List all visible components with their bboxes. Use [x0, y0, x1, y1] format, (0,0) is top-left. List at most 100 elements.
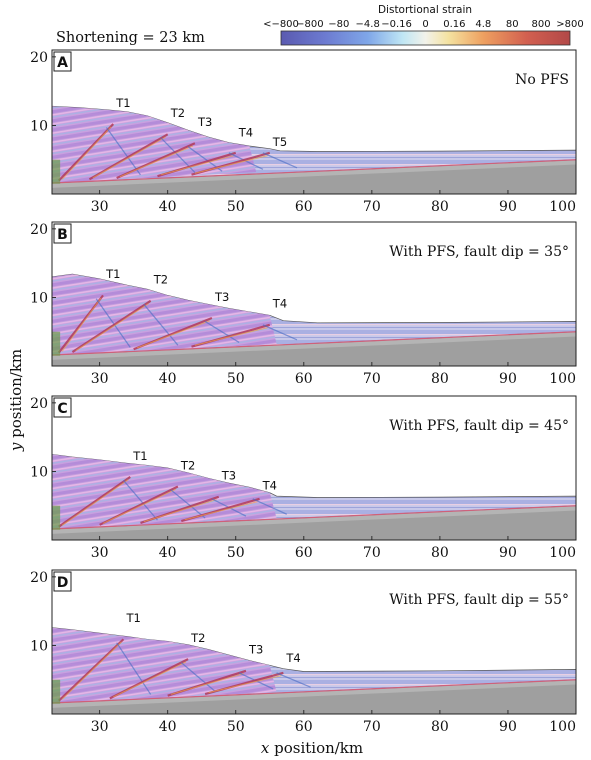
y-tick-label: 20 [30, 50, 48, 66]
x-tick-label: 60 [295, 545, 313, 561]
thrust-damage-t1 [61, 479, 129, 526]
panel-letter-box [53, 397, 72, 418]
x-tick-label: 60 [295, 371, 313, 387]
y-tick-label: 10 [30, 638, 48, 654]
colorbar-tick-3: −4.8 [356, 19, 380, 30]
y-axis-label: y position/km [7, 349, 25, 452]
panel-letter: B [57, 227, 68, 243]
basement-lower [52, 510, 576, 540]
thrust-fault-t1 [58, 476, 131, 528]
thrust-damage-t3 [170, 673, 245, 695]
thrust-fault-t1 [58, 638, 125, 702]
colorbar: Distortional strain <−800−800 −80 −4.8 −0.1… [263, 4, 584, 46]
thrust-label-t1: T1 [105, 267, 120, 281]
backthrust-t1 [122, 479, 158, 521]
thrust-label-t4: T4 [238, 125, 253, 139]
thrust-label-t1: T1 [115, 96, 130, 110]
thrust-label-t2: T2 [153, 273, 168, 287]
panel-letter-box [53, 571, 72, 592]
thrust-damage-t4 [194, 327, 268, 346]
thrust-label-t2: T2 [170, 106, 185, 120]
x-tick-label: 50 [227, 371, 245, 387]
thrust-label-t4: T4 [262, 478, 277, 492]
panel-letter-box [53, 51, 72, 72]
thrust-damage-t2 [75, 303, 149, 352]
backthrust-t4 [252, 498, 288, 515]
panel-d: D With PFS, fault dip = 55° T1 T2 T3 T4 30 40 50… [30, 569, 577, 735]
colorbar-tick-8: 80 [506, 19, 519, 30]
x-axis-label: x position/km [261, 739, 363, 757]
backthrust-t1 [105, 127, 141, 176]
colorbar-tick-9: 800 [532, 19, 551, 30]
backstop-zone [52, 159, 61, 184]
panel-a: A No PFS T1 T2 T3 T4 T5 30 40 50 60 70 80 90 100 10 20 [30, 49, 577, 215]
y-tick-label: 20 [30, 396, 48, 412]
panel-condition: With PFS, fault dip = 55° [389, 592, 569, 608]
y-tick-label: 10 [30, 290, 48, 306]
x-tick-label: 40 [159, 199, 177, 215]
x-tick-label: 90 [499, 719, 517, 735]
x-tick-label: 40 [159, 371, 177, 387]
panels: A No PFS T1 T2 T3 T4 T5 30 40 50 60 70 80 90 100 10 20 B W… [30, 49, 577, 735]
x-tick-label: 30 [91, 371, 109, 387]
y-tick-label: 20 [30, 222, 48, 238]
x-tick-label: 70 [363, 719, 381, 735]
x-tick-label: 70 [363, 199, 381, 215]
backstop-zone [52, 505, 61, 530]
panel-frame [51, 569, 577, 715]
backthrust-t3 [204, 320, 240, 343]
thrust-label-t2: T2 [180, 458, 195, 472]
thrust-label-t3: T3 [248, 643, 263, 657]
thrust-label-t3: T3 [221, 469, 236, 483]
panel-frame [51, 49, 577, 195]
thrust-label-t3: T3 [214, 290, 229, 304]
panel-letter: C [57, 401, 67, 417]
thrust-label-t2: T2 [190, 631, 205, 645]
shortening-label: Shortening = 23 km [56, 30, 205, 46]
colorbar-tick-labels: <−800−800 −80 −4.8 −0.16 0 0.16 4.8 80 800 >800 [263, 19, 584, 30]
colorbar-tick-6: 0.16 [443, 19, 465, 30]
y-tick-label: 20 [30, 570, 48, 586]
panel-letter-box [53, 223, 72, 244]
backthrust-t2 [170, 489, 206, 519]
panel-letter: A [57, 55, 68, 71]
backthrust-t2 [143, 303, 179, 346]
detachment-line [52, 159, 576, 184]
backthrust-t4 [262, 324, 298, 341]
x-tick-label: 100 [549, 545, 576, 561]
x-tick-label: 90 [499, 371, 517, 387]
thrust-wedge [52, 627, 277, 703]
colorbar-tick-0: <−800 [263, 19, 299, 30]
backthrust-t5 [262, 152, 298, 169]
x-tick-label: 90 [499, 199, 517, 215]
x-tick-label: 40 [159, 545, 177, 561]
x-tick-label: 80 [431, 199, 449, 215]
backthrust-t2 [180, 662, 216, 693]
x-tick-label: 30 [91, 199, 109, 215]
detachment-line [52, 679, 576, 704]
colorbar-gradient [280, 30, 571, 46]
x-tick-label: 70 [363, 371, 381, 387]
panel-condition: With PFS, fault dip = 45° [389, 418, 569, 434]
thrust-label-t1: T1 [125, 611, 140, 625]
x-tick-label: 70 [363, 545, 381, 561]
thrust-label-t3: T3 [197, 115, 212, 129]
colorbar-tick-5: 0 [422, 19, 428, 30]
thrust-damage-t4 [208, 675, 282, 694]
panel-letter: D [57, 575, 69, 591]
basement-lower [52, 684, 576, 714]
x-tick-label: 30 [91, 719, 109, 735]
thrust-damage-t3 [119, 145, 194, 178]
thrust-fault-t2 [88, 133, 169, 181]
thrust-damage-t2 [92, 136, 166, 179]
x-tick-label: 100 [549, 199, 576, 215]
thrust-damage-t3 [143, 499, 217, 523]
panel-condition: With PFS, fault dip = 35° [389, 244, 569, 260]
panel-frame [51, 395, 577, 541]
thrust-damage-t1 [61, 126, 112, 180]
x-tick-label: 90 [499, 545, 517, 561]
detachment-line [52, 331, 576, 356]
basement-lower [52, 164, 576, 194]
thrust-fault-t1 [58, 123, 115, 182]
